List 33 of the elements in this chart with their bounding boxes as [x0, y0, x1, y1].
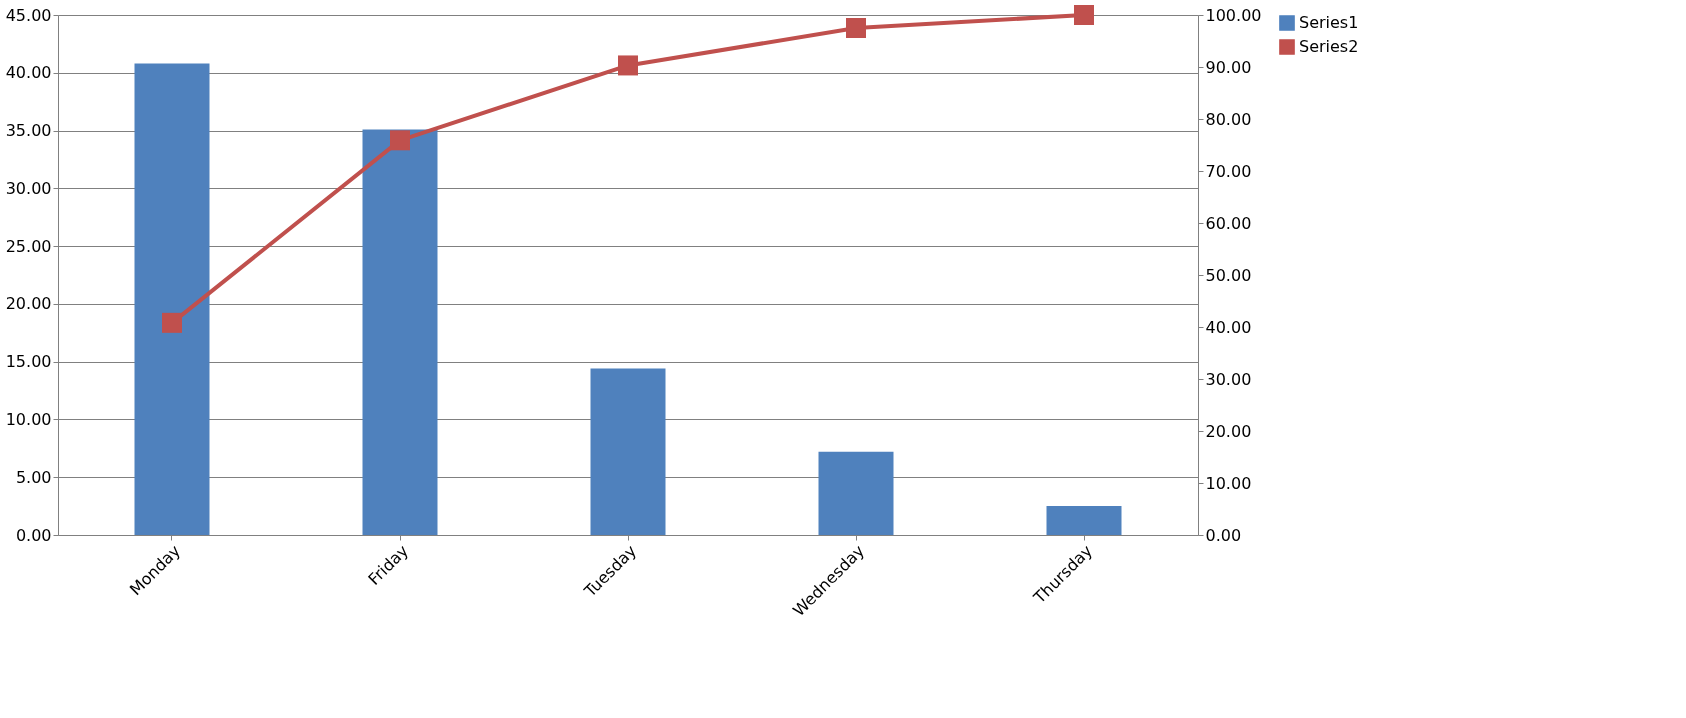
- y2-tick-label: 40.00: [1205, 317, 1252, 337]
- bar: [134, 63, 210, 535]
- legend-label: Series2: [1299, 37, 1359, 56]
- y-tick-label: 40.00: [5, 63, 52, 83]
- y2-tick-label: 20.00: [1205, 421, 1252, 441]
- bar: [1046, 506, 1122, 535]
- y2-tick-label: 30.00: [1205, 369, 1252, 389]
- point: [846, 18, 866, 38]
- y2-tick-label: 70.00: [1205, 161, 1252, 181]
- y2-tick-label: 80.00: [1205, 109, 1252, 129]
- y-tick-label: 15.00: [5, 352, 52, 372]
- point: [1074, 5, 1094, 25]
- y-tick-label: 20.00: [5, 294, 52, 314]
- bar: [590, 368, 666, 535]
- y2-tick-label: 100.00: [1205, 5, 1262, 25]
- y2-tick-label: 50.00: [1205, 265, 1252, 285]
- y2-tick-label: 60.00: [1205, 213, 1252, 233]
- point: [618, 55, 638, 76]
- bar: [818, 451, 894, 535]
- bar: [362, 129, 438, 535]
- y-tick-label: 45.00: [5, 5, 52, 25]
- y2-tick-label: 90.00: [1205, 57, 1252, 77]
- y-tick-label: 30.00: [5, 178, 52, 198]
- y-tick-label: 25.00: [5, 236, 52, 256]
- y2-tick-label: 0.00: [1205, 525, 1242, 545]
- y2-tick-label: 10.00: [1205, 473, 1252, 493]
- point: [390, 130, 410, 151]
- point: [162, 312, 182, 333]
- y-tick-label: 5.00: [15, 467, 52, 487]
- legend-label: Series1: [1299, 13, 1359, 32]
- y-tick-label: 0.00: [15, 525, 52, 545]
- y-tick-label: 35.00: [5, 121, 52, 141]
- y-tick-label: 10.00: [5, 409, 52, 429]
